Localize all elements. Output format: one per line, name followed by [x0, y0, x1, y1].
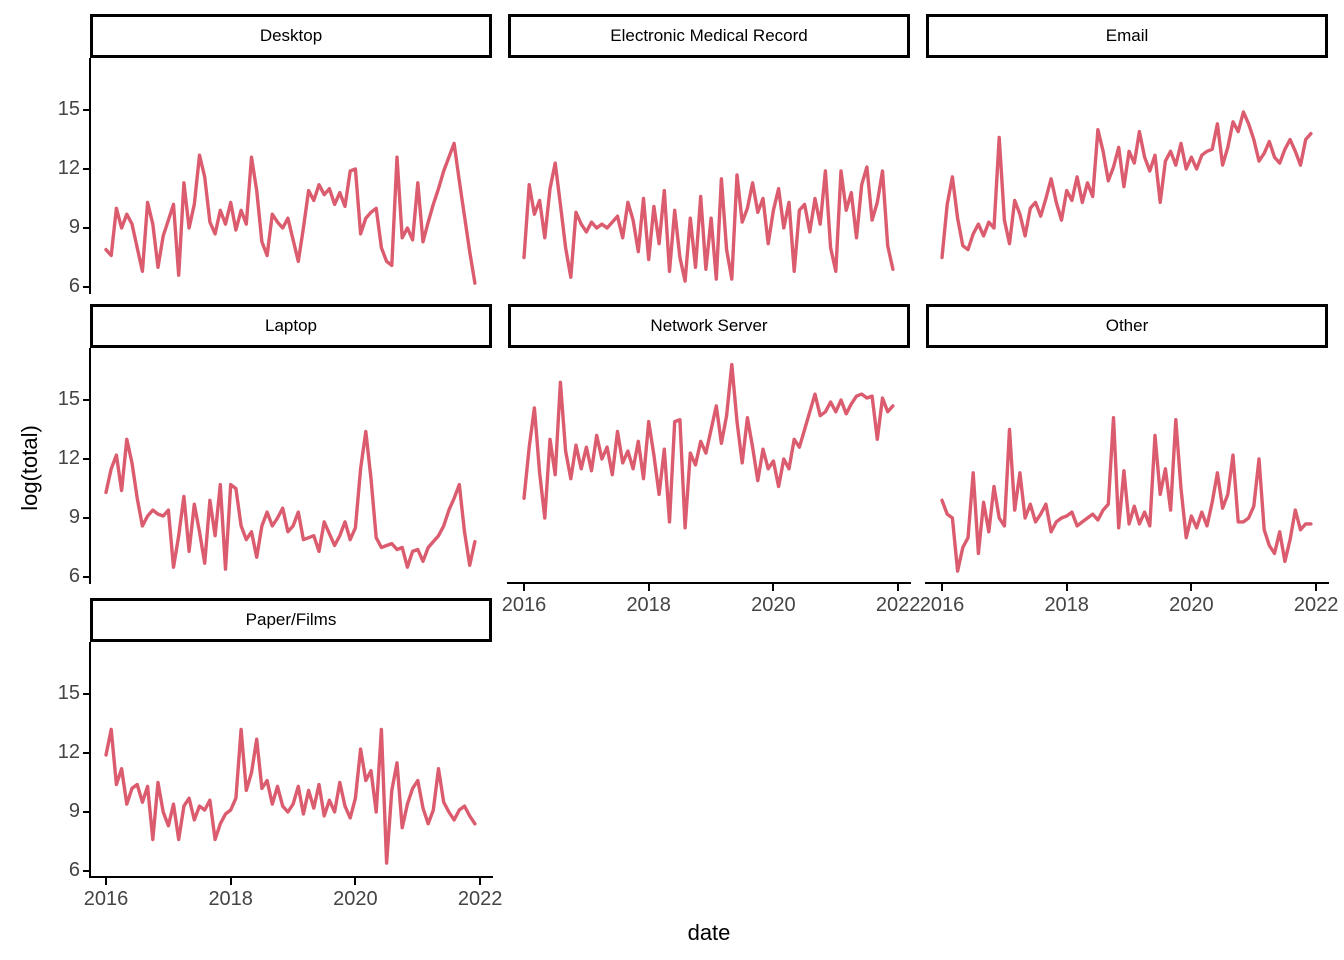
x-tick-mark [1190, 584, 1193, 591]
x-tick-mark [1315, 584, 1318, 591]
y-tick-mark [83, 168, 89, 170]
y-tick-mark [83, 576, 89, 578]
x-tick-mark [229, 878, 232, 885]
facet-strip-label: Laptop [265, 316, 317, 335]
facet-plot-panel [926, 58, 1328, 294]
x-axis-title: date [687, 920, 731, 945]
facet-plot-panel [508, 348, 910, 584]
x-tick-label: 2020 [1169, 594, 1214, 616]
x-axis-line [925, 582, 1329, 584]
data-line [940, 110, 1313, 260]
x-tick-mark [1065, 584, 1068, 591]
y-axis-title: log(total) [17, 425, 42, 511]
y-tick-label: 12 [57, 157, 80, 179]
y-tick-mark [83, 870, 89, 872]
facet-plot-panel [508, 58, 910, 294]
facet-panel-group: Laptop 15 12 9 6 [58, 304, 492, 587]
y-tick-label: 15 [57, 682, 80, 704]
line-plot [940, 110, 1313, 260]
y-tick-label: 9 [68, 506, 80, 528]
y-tick-label: 6 [68, 275, 80, 297]
line-plot [522, 362, 895, 530]
data-line [940, 415, 1313, 573]
x-tick-label: 2018 [208, 888, 253, 910]
y-tick-label: 15 [57, 388, 80, 410]
y-tick-mark [83, 693, 89, 695]
y-axis-line [89, 348, 91, 584]
y-tick-label: 9 [68, 800, 80, 822]
x-tick-mark [772, 584, 775, 591]
x-tick-label: 2016 [83, 888, 129, 910]
x-tick-mark [523, 584, 525, 591]
facet-panel-group: Other 2016 2018 2020 2022 [920, 304, 1338, 616]
y-tick-mark [83, 399, 89, 401]
facet-strip: Laptop [90, 304, 492, 348]
x-tick-mark [105, 878, 107, 885]
x-axis-line [507, 582, 911, 584]
y-tick-label: 6 [68, 565, 80, 587]
line-plot [104, 141, 477, 285]
facet-plot-panel [90, 348, 492, 584]
y-tick-label: 12 [57, 741, 80, 763]
x-tick-label: 2022 [457, 888, 503, 910]
facet-strip: Paper/Films [90, 598, 492, 642]
facet-panel-group: Paper/Films 15 12 9 6 2016 2018 2020 2022 [58, 598, 502, 910]
x-tick-label: 2016 [501, 594, 547, 616]
x-axis-line [89, 876, 493, 878]
x-tick-label: 2018 [626, 594, 671, 616]
facet-panel-group: Network Server 2016 2018 2020 2022 [502, 304, 920, 616]
line-plot [522, 161, 895, 283]
facet-strip: Desktop [90, 14, 492, 58]
y-tick-label: 15 [57, 98, 80, 120]
data-line [104, 727, 477, 865]
x-tick-mark [941, 584, 943, 591]
x-tick-mark [897, 584, 900, 591]
x-tick-label: 2022 [875, 594, 921, 616]
line-plot [940, 415, 1313, 573]
y-axis-line [89, 58, 91, 294]
y-axis-line [89, 642, 91, 878]
facet-strip-label: Desktop [259, 26, 323, 45]
facet-plot-panel [90, 642, 492, 878]
x-tick-label: 2020 [333, 888, 378, 910]
y-tick-mark [83, 458, 89, 460]
facet-panel-group: Desktop 15 12 9 6 [58, 14, 492, 297]
facet-strip: Network Server [508, 304, 910, 348]
facet-plot-panel [90, 58, 492, 294]
y-tick-mark [83, 517, 89, 519]
facet-strip: Email [926, 14, 1328, 58]
x-tick-mark [647, 584, 650, 591]
facet-strip-label: Email [1105, 26, 1149, 45]
x-tick-label: 2018 [1044, 594, 1089, 616]
y-tick-label: 12 [57, 447, 80, 469]
x-tick-label: 2016 [919, 594, 965, 616]
facet-strip-label: Electronic Medical Record [610, 26, 808, 45]
data-line [104, 141, 477, 285]
y-tick-label: 6 [68, 859, 80, 881]
data-line [522, 362, 895, 530]
x-tick-label: 2020 [751, 594, 796, 616]
facet-strip-label: Network Server [650, 316, 768, 335]
facet-strip-label: Paper/Films [245, 610, 337, 629]
data-line [104, 429, 477, 571]
y-tick-mark [83, 109, 89, 111]
facet-panel-group: Email [926, 14, 1328, 294]
facet-strip: Other [926, 304, 1328, 348]
y-tick-mark [83, 811, 89, 813]
facet-strip: Electronic Medical Record [508, 14, 910, 58]
facet-plot-panel [926, 348, 1328, 584]
line-plot [104, 429, 477, 571]
x-tick-label: 2022 [1293, 594, 1339, 616]
data-line [522, 161, 895, 283]
facet-strip-label: Other [1105, 316, 1149, 335]
facet-panel-group: Electronic Medical Record [508, 14, 910, 294]
y-tick-mark [83, 286, 89, 288]
y-tick-mark [83, 752, 89, 754]
y-tick-mark [83, 227, 89, 229]
line-plot [104, 727, 477, 865]
x-tick-mark [479, 878, 482, 885]
y-tick-label: 9 [68, 216, 80, 238]
x-tick-mark [354, 878, 357, 885]
